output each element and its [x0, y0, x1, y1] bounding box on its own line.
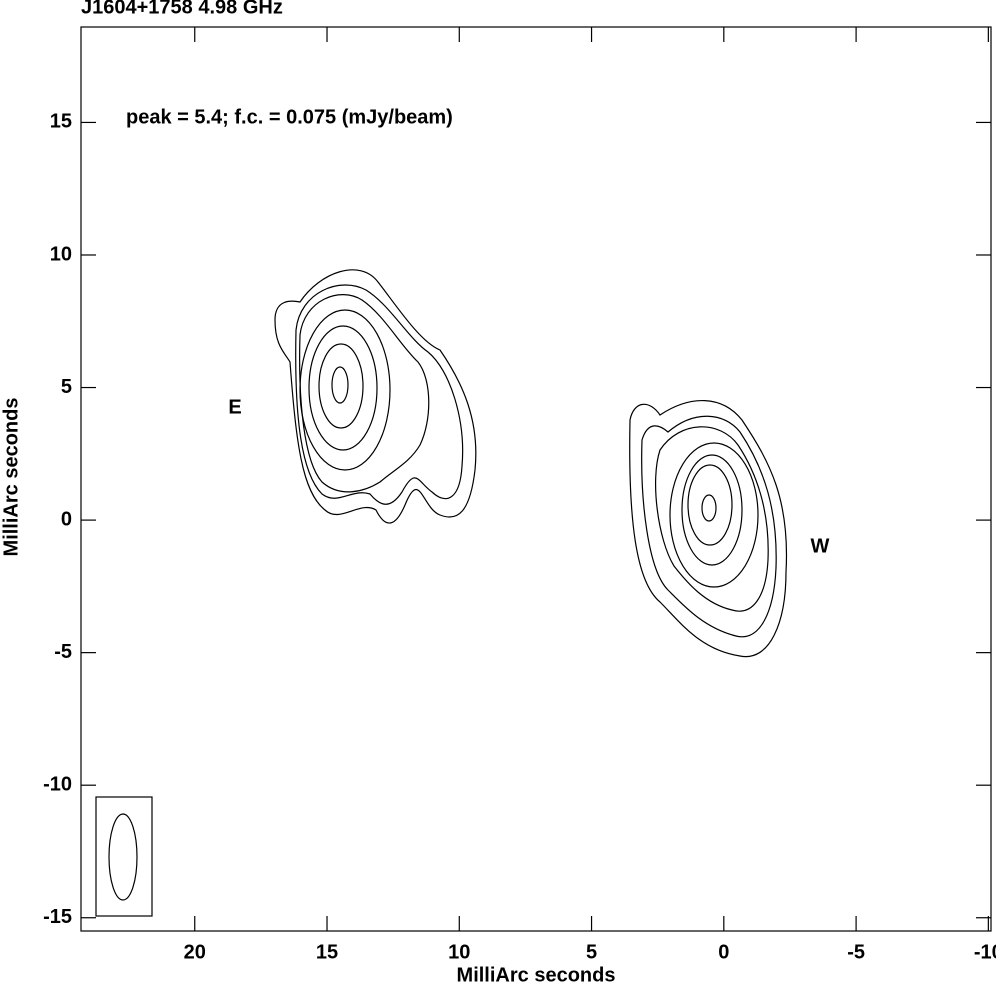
contour: [299, 309, 391, 471]
contour: [308, 325, 378, 451]
contour: [331, 366, 349, 404]
beam: [95, 796, 153, 917]
contour: [299, 294, 430, 493]
contours-west: [629, 399, 788, 658]
contour: [274, 269, 477, 524]
y-tick-label: -5: [54, 641, 72, 663]
y-tick-label: -15: [43, 906, 72, 928]
annotation: peak = 5.4; f.c. = 0.075 (mJy/beam): [126, 106, 453, 128]
contour: [641, 415, 777, 638]
y-tick-label: 0: [61, 508, 72, 530]
y-tick-label: 10: [50, 243, 72, 265]
contour: [681, 454, 743, 566]
contour: [701, 494, 717, 522]
contours-east: [274, 269, 477, 524]
contour: [295, 284, 464, 505]
beam-ellipse: [108, 813, 138, 901]
contour: [655, 426, 769, 612]
y-tick-label: -10: [43, 773, 72, 795]
contour: [318, 343, 364, 429]
contour: [629, 399, 788, 658]
plot-frame: [80, 26, 992, 932]
contour: [687, 464, 733, 546]
x-tick-label: 0: [718, 941, 729, 963]
y-tick-label: 15: [50, 111, 72, 133]
x-tick-label: 20: [184, 941, 206, 963]
x-axis-label: MilliArc seconds: [457, 964, 616, 986]
component-label: W: [811, 535, 830, 557]
beam-box: [95, 796, 153, 917]
chart-title: J1604+1758 4.98 GHz: [81, 0, 283, 18]
x-tick-label: -10: [974, 941, 996, 963]
x-tick-label: -5: [847, 941, 865, 963]
contour: [669, 442, 759, 588]
y-tick-label: 5: [61, 376, 72, 398]
x-tick-label: 10: [448, 941, 470, 963]
y-axis-label: MilliArc seconds: [0, 398, 22, 557]
x-tick-label: 5: [586, 941, 597, 963]
x-tick-label: 15: [316, 941, 338, 963]
component-label: E: [228, 396, 241, 418]
